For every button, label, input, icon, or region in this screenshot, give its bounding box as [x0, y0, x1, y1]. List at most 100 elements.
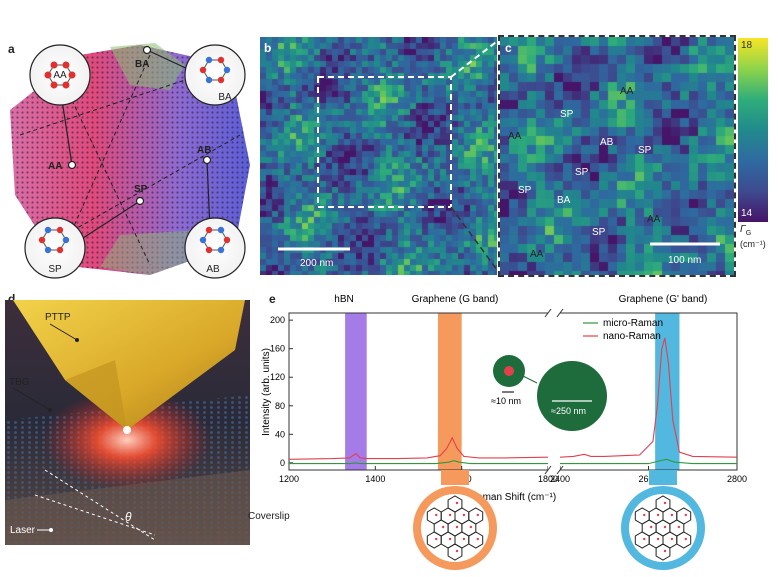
colorbar-max: 18 [741, 40, 753, 51]
zoom-region-box [317, 76, 452, 208]
displacement-marker [441, 525, 445, 529]
x-axis-label: Raman Shift (cm⁻¹) [470, 492, 556, 503]
site-label: AA [508, 131, 522, 142]
lattice-cell [468, 531, 484, 549]
label-ba-marker: BA [135, 59, 149, 70]
scalebar-c-label: 100 nm [668, 255, 701, 266]
label-sp-marker: SP [134, 184, 148, 195]
nano-spot-label: ≈10 nm [491, 396, 521, 406]
scalebar-b-label: 200 nm [300, 258, 333, 269]
colorbar: 18 14 [738, 38, 768, 222]
tip-pttp [13, 300, 245, 430]
panel-d-letter: d [8, 292, 16, 306]
site-label: SP [638, 145, 652, 156]
x-tick-label: 2600 [638, 474, 658, 484]
inset-aa-label: AA [53, 70, 67, 81]
y-tick-label: 120 [270, 372, 285, 382]
lattice-cell [447, 543, 463, 561]
label-aa-marker: AA [48, 161, 62, 172]
panel-e-letter: e [269, 292, 276, 306]
laser-spot [42, 390, 212, 490]
inset-ba-label: BA [218, 92, 232, 103]
site-label: AA [647, 214, 661, 225]
axis-break-mark [556, 308, 564, 318]
series-line-nano-Raman [288, 436, 549, 460]
panel-a-moire: BA AA SP AB AA BA SP AB [10, 43, 250, 279]
site-label: BA [557, 195, 571, 206]
band-highlight [655, 313, 680, 470]
displacement-marker [663, 501, 667, 505]
y-tick-label: 40 [275, 429, 285, 439]
axis-break-mark [556, 465, 564, 475]
plot-frame [288, 312, 738, 471]
displacement-marker [469, 525, 473, 529]
panel-c-map [498, 35, 736, 277]
displacement-marker [435, 513, 438, 517]
displacement-marker [476, 513, 479, 517]
displacement-marker [455, 501, 459, 505]
tip-label: PTTP [45, 312, 71, 323]
displacement-marker [670, 513, 674, 517]
legend-nano: nano-Raman [603, 331, 661, 342]
panel-c-letter: c [505, 41, 512, 55]
panel-b-letter: b [264, 41, 272, 55]
tbg-label: TBG [9, 377, 30, 388]
lattice-cell [655, 543, 671, 561]
displacement-marker [462, 513, 466, 517]
series-line-micro-Raman [560, 458, 737, 465]
displacement-marker [684, 537, 687, 541]
panel-d-illustration: θ PTTP TBG Laser [5, 300, 250, 545]
series-line-nano-Raman [559, 337, 738, 458]
displacement-marker [656, 513, 660, 517]
x-tick-label: 2800 [727, 474, 747, 484]
y-tick-label: 0 [280, 458, 285, 468]
colorbar-sub: G [745, 230, 752, 237]
panel-e-raman-chart: 0408012016020012001400160018002400260028… [261, 294, 747, 570]
panel-b-overlay: 200 nm [278, 76, 452, 269]
displacement-marker [643, 513, 646, 517]
honeycomb-g2-inset [621, 470, 705, 570]
inset-sp: SP [24, 217, 86, 279]
band-label-hbn: hBN [334, 294, 353, 305]
coverslip-label: Coverslip [248, 511, 290, 522]
x-tick-label: 1800 [538, 474, 558, 484]
site-label: SP [560, 109, 574, 120]
displacement-marker [663, 525, 667, 529]
legend: micro-Raman nano-Raman [583, 318, 663, 342]
micro-spot-label: ≈250 nm [551, 406, 586, 416]
displacement-marker [448, 537, 452, 541]
displacement-marker [455, 549, 459, 553]
site-label: AA [620, 86, 634, 97]
axis-break-mark [544, 308, 552, 318]
displacement-marker [462, 537, 466, 541]
inset-ba: BA [184, 44, 246, 106]
inset-ab: AB [184, 217, 246, 279]
inset-sp-label: SP [48, 264, 62, 275]
label-ab-marker: AB [197, 145, 211, 156]
site-label: SP [592, 227, 606, 238]
y-tick-label: 200 [270, 315, 285, 325]
colorbar-symbol: Γ [740, 224, 746, 235]
displacement-marker [684, 513, 687, 517]
colorbar-unit: (cm⁻¹) [740, 239, 766, 249]
panel-c-overlay: SP AA AA AB SP SP SP BA AA SP AA 100 nm [508, 86, 720, 266]
displacement-marker [455, 525, 459, 529]
displacement-marker [670, 537, 674, 541]
x-tick-label: 1200 [279, 474, 299, 484]
colorbar-min: 14 [741, 208, 753, 219]
displacement-marker [643, 537, 646, 541]
site-label: SP [518, 185, 532, 196]
band-highlight [437, 313, 462, 470]
band-label-g: Graphene (G band) [412, 294, 499, 305]
site-label: SP [575, 167, 589, 178]
displacement-marker [448, 513, 452, 517]
x-tick-label: 1400 [365, 474, 385, 484]
y-tick-label: 80 [275, 401, 285, 411]
twist-angle-label: θ [125, 510, 132, 524]
inset-aa: AA [29, 44, 91, 106]
colorbar-gradient [738, 38, 768, 222]
lattice-cell [676, 531, 692, 549]
x-tick-label: 2400 [550, 474, 570, 484]
series-line-micro-Raman [289, 460, 548, 465]
honeycomb-g-inset [413, 470, 497, 570]
